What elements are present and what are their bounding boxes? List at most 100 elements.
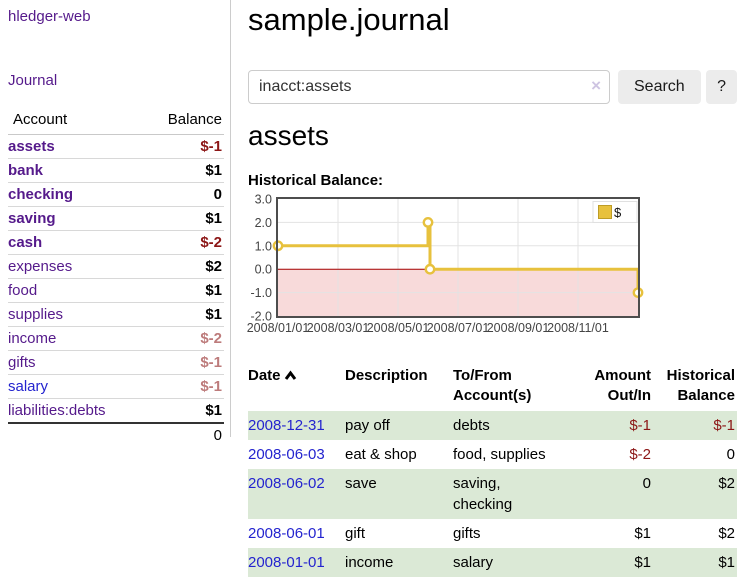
clear-search-icon[interactable]: ×	[591, 76, 601, 95]
legend-label: $	[614, 205, 622, 220]
accounts-header-row: Account Balance	[8, 107, 224, 135]
transaction-balance: $2	[718, 475, 735, 492]
search-box: ×	[248, 70, 610, 104]
register-header-date[interactable]: Date	[248, 363, 345, 411]
account-link-expenses[interactable]: expenses	[8, 258, 73, 275]
transaction-amount: $-2	[629, 446, 651, 463]
transaction-description: gift	[345, 525, 366, 542]
chart-legend: $	[592, 201, 638, 223]
transaction-amount: 0	[642, 475, 651, 492]
main-content: sample.journal × Search ? assets Histori…	[247, 0, 737, 582]
transaction-balance: $1	[718, 554, 735, 571]
account-row: liabilities:debts $1	[8, 398, 224, 423]
chart-border	[276, 197, 640, 318]
register-header-date-label: Date	[248, 367, 281, 384]
chart-canvas: $ 3.0 2.0 1.0 0.0 -1.0 -2.0 2008/01/01 2…	[247, 193, 644, 335]
accounts-total-balance: 0	[145, 422, 224, 447]
account-row: saving $1	[8, 206, 224, 231]
svg-text:-2.0: -2.0	[250, 310, 272, 324]
account-link-checking[interactable]: checking	[8, 186, 74, 203]
transaction-balance: $-1	[713, 417, 735, 434]
svg-text:2.0: 2.0	[255, 216, 272, 230]
account-balance: $1	[145, 302, 224, 327]
account-link-bank[interactable]: bank	[8, 162, 44, 179]
legend-swatch-icon	[598, 205, 612, 219]
register-header-amount: Amount Out/In	[594, 367, 651, 404]
transaction-accounts: salary	[453, 554, 494, 571]
svg-text:2008/09/01: 2008/09/01	[487, 321, 550, 335]
account-row: checking 0	[8, 182, 224, 207]
transaction-description: save	[345, 475, 377, 492]
sidebar-item-journal[interactable]: Journal	[8, 72, 58, 89]
register-header-description: Description	[345, 367, 428, 384]
account-row: expenses $2	[8, 254, 224, 279]
svg-text:-1.0: -1.0	[250, 286, 272, 300]
account-balance: $1	[145, 158, 224, 183]
account-row: bank $1	[8, 158, 224, 183]
account-link-cash[interactable]: cash	[8, 234, 43, 251]
account-balance: $-1	[145, 350, 224, 375]
account-row: food $1	[8, 278, 224, 303]
accounts-header-balance: Balance	[145, 107, 224, 135]
account-row: salary $-1	[8, 374, 224, 399]
account-link-saving[interactable]: saving	[8, 210, 56, 227]
account-row: income $-2	[8, 326, 224, 351]
transaction-amount: $1	[634, 525, 651, 542]
chart-y-axis-labels: 3.0 2.0 1.0 0.0 -1.0 -2.0	[250, 193, 272, 324]
transaction-accounts: food, supplies	[453, 446, 546, 463]
transaction-accounts: gifts	[453, 525, 481, 542]
account-link-income[interactable]: income	[8, 330, 57, 347]
account-link-gifts[interactable]: gifts	[8, 354, 36, 371]
sort-ascending-icon	[284, 370, 296, 380]
svg-text:2008/01/01: 2008/01/01	[247, 321, 310, 335]
account-balance: 0	[145, 182, 224, 207]
svg-text:1.0: 1.0	[255, 239, 272, 253]
account-balance: $-2	[145, 326, 224, 351]
brand-link[interactable]: hledger-web	[8, 8, 91, 25]
account-balance: $2	[145, 254, 224, 279]
transaction-amount: $-1	[629, 417, 651, 434]
transaction-accounts: debts	[453, 417, 490, 434]
svg-text:2008/03/01: 2008/03/01	[307, 321, 370, 335]
search-input[interactable]	[248, 70, 610, 104]
transaction-balance: $2	[718, 525, 735, 542]
transaction-balance: 0	[726, 446, 735, 463]
account-row: cash $-2	[8, 230, 224, 255]
page-title: sample.journal	[248, 2, 450, 37]
register-row: 2008-01-01 income salary $1 $1	[248, 548, 737, 577]
transaction-date-link[interactable]: 2008-01-01	[248, 554, 325, 571]
svg-text:2008/05/01: 2008/05/01	[367, 321, 430, 335]
account-row: gifts $-1	[8, 350, 224, 375]
transaction-date-link[interactable]: 2008-06-01	[248, 525, 325, 542]
sidebar: hledger-web Journal Account Balance asse…	[0, 0, 231, 447]
account-link-assets[interactable]: assets	[8, 138, 55, 155]
account-link-liabilities-debts[interactable]: liabilities:debts	[8, 402, 106, 419]
register-row: 2008-06-03 eat & shop food, supplies $-2…	[248, 440, 737, 469]
transaction-date-link[interactable]: 2008-06-03	[248, 446, 325, 463]
account-link-food[interactable]: food	[8, 282, 38, 299]
account-balance: $-2	[145, 230, 224, 255]
transaction-description: income	[345, 554, 394, 571]
account-link-salary[interactable]: salary	[8, 378, 49, 395]
account-link-supplies[interactable]: supplies	[8, 306, 64, 323]
register-header-balance: Historical Balance	[666, 367, 735, 404]
help-button[interactable]: ?	[706, 70, 737, 104]
accounts-total-row: 0	[8, 422, 224, 447]
search-button[interactable]: Search	[618, 70, 701, 104]
transaction-description: eat & shop	[345, 446, 417, 463]
transaction-amount: $1	[634, 554, 651, 571]
svg-text:3.0: 3.0	[255, 193, 272, 207]
accounts-table: Account Balance assets $-1 bank $1 check…	[8, 107, 224, 447]
svg-text:2008/11/01: 2008/11/01	[547, 321, 609, 335]
register-table: Date Description To/From Account(s) Amou…	[248, 363, 737, 577]
transaction-date-link[interactable]: 2008-06-02	[248, 475, 325, 492]
account-balance: $1	[145, 278, 224, 303]
register-row: 2008-06-01 gift gifts $1 $2	[248, 519, 737, 548]
transaction-date-link[interactable]: 2008-12-31	[248, 417, 325, 434]
register-header-account: To/From Account(s)	[453, 367, 532, 404]
register-row: 2008-12-31 pay off debts $-1 $-1	[248, 411, 737, 440]
account-heading: assets	[248, 120, 329, 151]
transaction-accounts: saving, checking	[453, 475, 513, 513]
svg-text:2008/07/01: 2008/07/01	[427, 321, 490, 335]
